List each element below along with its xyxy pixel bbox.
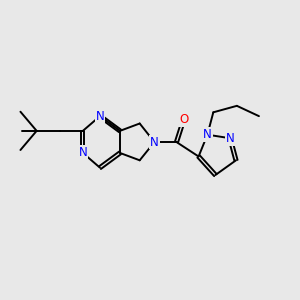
- Text: N: N: [79, 146, 87, 159]
- Text: N: N: [96, 110, 104, 123]
- Text: O: O: [179, 112, 188, 126]
- Text: N: N: [226, 132, 235, 145]
- Text: N: N: [150, 136, 159, 148]
- Text: N: N: [203, 128, 212, 141]
